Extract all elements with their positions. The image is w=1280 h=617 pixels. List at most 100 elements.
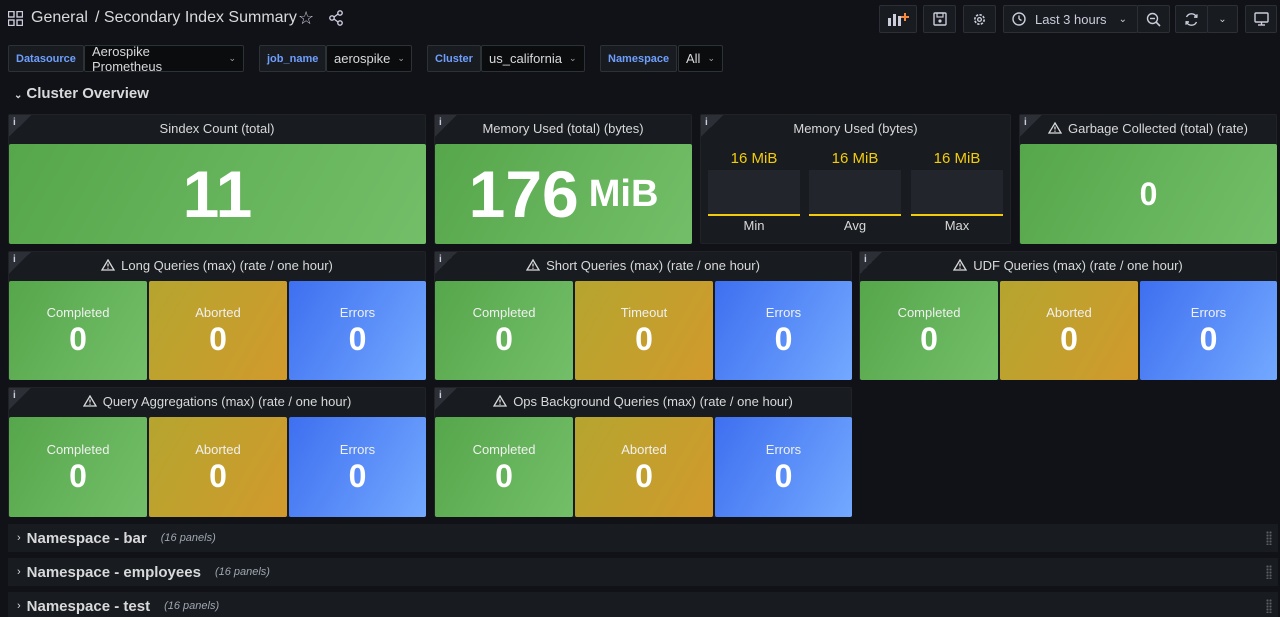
- stat-value: 0: [1060, 321, 1078, 357]
- job-name-value: aerospike: [334, 51, 391, 66]
- row-panel-count: (16 panels): [164, 600, 220, 612]
- panel-title: Short Queries (max) (rate / one hour): [435, 258, 851, 273]
- job-name-select[interactable]: aerospike ⌄: [326, 45, 412, 72]
- stat-aborted: Aborted 0: [575, 417, 713, 517]
- row-cluster-overview[interactable]: ⌄ Cluster Overview: [14, 85, 149, 102]
- apps-grid-icon[interactable]: [8, 11, 23, 26]
- refresh-interval-dropdown[interactable]: ⌄: [1207, 5, 1238, 33]
- breadcrumb-folder[interactable]: General: [31, 9, 88, 26]
- warning-icon: [953, 259, 968, 271]
- info-icon[interactable]: i: [9, 388, 31, 410]
- chevron-right-icon: ›: [17, 532, 21, 544]
- stat-completed: Completed 0: [435, 281, 573, 380]
- memory-avg-value: 16 MiB: [831, 150, 879, 167]
- panel-title-text: Short Queries (max) (rate / one hour): [546, 258, 760, 273]
- stat-label: Aborted: [195, 305, 241, 320]
- stat-value: 0: [774, 457, 793, 494]
- panel-ops-background-queries[interactable]: i Ops Background Queries (max) (rate / o…: [434, 387, 852, 517]
- refresh-icon: [1185, 12, 1198, 26]
- warning-icon: [493, 395, 508, 407]
- panel-title-text: Query Aggregations (max) (rate / one hou…: [102, 394, 352, 409]
- refresh-button[interactable]: [1175, 5, 1208, 33]
- stat-unit: MiB: [588, 172, 659, 215]
- stat-aborted: Aborted 0: [1000, 281, 1138, 380]
- stat-errors: Errors 0: [1140, 281, 1277, 380]
- chevron-down-icon: ⌄: [14, 90, 23, 101]
- time-range-label: Last 3 hours: [1035, 11, 1107, 27]
- stat-aborted: Aborted 0: [149, 281, 287, 380]
- cluster-select[interactable]: us_california ⌄: [481, 45, 585, 72]
- panel-sindex-count[interactable]: i Sindex Count (total) 11: [8, 114, 426, 244]
- stat-label: Aborted: [195, 441, 241, 457]
- info-icon[interactable]: i: [860, 252, 882, 274]
- stat-value: 0: [920, 321, 938, 357]
- panel-short-queries[interactable]: i Short Queries (max) (rate / one hour) …: [434, 251, 852, 380]
- stat-value: 0: [348, 321, 367, 357]
- chevron-down-icon: ⌄: [397, 53, 405, 63]
- row-namespace-test[interactable]: › Namespace - test (16 panels): [8, 592, 1278, 617]
- dashboard-title[interactable]: / Secondary Index Summary: [95, 9, 297, 26]
- zoom-out-button[interactable]: [1137, 5, 1170, 33]
- info-icon[interactable]: i: [701, 115, 723, 137]
- share-icon[interactable]: [328, 10, 344, 26]
- row-title: Cluster Overview: [26, 85, 149, 102]
- row-title: Namespace - employees: [26, 563, 201, 581]
- panel-garbage-collected[interactable]: i Garbage Collected (total) (rate) 0: [1019, 114, 1277, 244]
- stat-value: 0: [635, 457, 653, 494]
- warning-icon: [1048, 122, 1063, 134]
- stat-timeout: Timeout 0: [575, 281, 713, 380]
- variable-label-namespace: Namespace: [600, 45, 678, 72]
- stat-value: 0: [69, 457, 87, 494]
- panel-query-aggregations[interactable]: i Query Aggregations (max) (rate / one h…: [8, 387, 426, 517]
- info-glyph: i: [864, 254, 867, 265]
- panel-memory-used-total[interactable]: i Memory Used (total) (bytes) 176 MiB: [434, 114, 692, 244]
- star-icon[interactable]: ☆: [298, 8, 315, 28]
- save-dashboard-button[interactable]: [923, 5, 956, 33]
- stat-completed: Completed 0: [9, 281, 147, 380]
- drag-handle-icon[interactable]: [1266, 565, 1272, 579]
- panel-udf-queries[interactable]: i UDF Queries (max) (rate / one hour) Co…: [859, 251, 1277, 380]
- stat-value: 11: [182, 157, 253, 231]
- chevron-down-icon: ⌄: [707, 53, 715, 63]
- row-namespace-employees[interactable]: › Namespace - employees (16 panels): [8, 558, 1278, 586]
- panel-title-text: UDF Queries (max) (rate / one hour): [973, 258, 1183, 273]
- dashboard-settings-button[interactable]: [963, 5, 996, 33]
- warning-icon: [82, 395, 97, 407]
- stat-value: 0: [348, 457, 367, 494]
- info-icon[interactable]: i: [435, 252, 457, 274]
- memory-max-label: Max: [944, 218, 970, 233]
- info-icon[interactable]: i: [435, 388, 457, 410]
- datasource-select[interactable]: Aerospike Prometheus ⌄: [84, 44, 244, 74]
- tv-mode-button[interactable]: [1245, 5, 1277, 33]
- stat-label: Errors: [765, 441, 802, 457]
- info-icon[interactable]: i: [9, 115, 31, 137]
- chevron-down-icon: ⌄: [228, 53, 236, 63]
- chevron-down-icon: ⌄: [569, 53, 577, 63]
- stat-label: Timeout: [620, 305, 668, 320]
- stat-completed: Completed 0: [860, 281, 998, 380]
- panel-long-queries[interactable]: i Long Queries (max) (rate / one hour) C…: [8, 251, 426, 380]
- memory-avg-sparkline: [809, 170, 901, 216]
- drag-handle-icon[interactable]: [1266, 599, 1272, 613]
- namespace-select[interactable]: All ⌄: [678, 45, 723, 72]
- panel-title: Sindex Count (total): [159, 121, 275, 136]
- row-namespace-bar[interactable]: › Namespace - bar (16 panels): [8, 524, 1278, 552]
- panel-title-text: Long Queries (max) (rate / one hour): [121, 258, 333, 273]
- chevron-right-icon: ›: [17, 600, 21, 612]
- drag-handle-icon[interactable]: [1266, 531, 1272, 545]
- add-panel-button[interactable]: [879, 5, 917, 33]
- info-glyph: i: [1024, 117, 1027, 128]
- time-range-picker[interactable]: Last 3 hours ⌄: [1003, 5, 1138, 33]
- panel-title: Memory Used (bytes): [793, 121, 918, 136]
- panel-title: Ops Background Queries (max) (rate / one…: [435, 394, 851, 409]
- cluster-value: us_california: [489, 51, 562, 66]
- info-icon[interactable]: i: [435, 115, 457, 137]
- info-glyph: i: [705, 117, 708, 128]
- warning-icon: [101, 259, 116, 271]
- info-icon[interactable]: i: [1020, 115, 1042, 137]
- zoom-out-icon: [1146, 12, 1161, 27]
- stat-value: 0: [635, 321, 653, 357]
- info-icon[interactable]: i: [9, 252, 31, 274]
- gear-icon: [973, 13, 986, 25]
- stat-label: Completed: [472, 305, 536, 320]
